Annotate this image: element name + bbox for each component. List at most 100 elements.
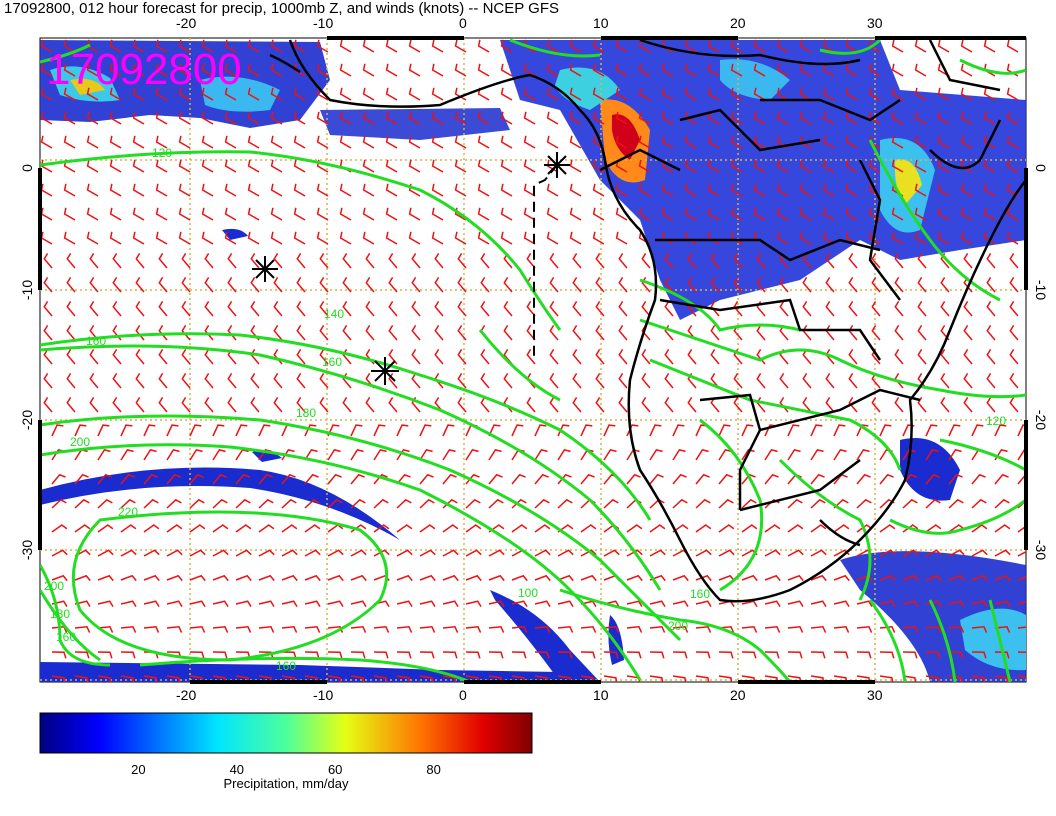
wind-barb: [687, 349, 697, 365]
wind-barb: [572, 277, 582, 293]
wind-barb: [848, 397, 858, 413]
wind-barb: [1006, 87, 1019, 101]
wind-barb: [638, 135, 651, 149]
wind-barb: [273, 397, 283, 413]
wind-barb: [730, 159, 743, 173]
wind-barb: [626, 651, 642, 659]
wind-barb: [549, 349, 559, 365]
wind-barb: [250, 277, 260, 293]
wind-barb: [411, 277, 421, 293]
wind-barb: [385, 63, 398, 77]
wind-barb: [695, 448, 709, 461]
wind-barb: [914, 183, 927, 197]
wind-barb: [580, 549, 597, 557]
lon-tick-label: -20: [176, 15, 196, 31]
wind-barb: [396, 549, 413, 557]
wind-barb: [365, 253, 375, 269]
wind-barb: [569, 207, 582, 221]
wind-barb: [488, 549, 505, 557]
wind-barb: [270, 207, 283, 221]
wind-barb: [661, 231, 674, 245]
wind-barb: [258, 424, 271, 437]
wind-barb: [442, 498, 458, 509]
wind-barb: [247, 231, 260, 245]
wind-barb: [293, 183, 306, 197]
wind-barb: [764, 600, 781, 607]
wind-barb: [695, 574, 712, 582]
storm-marker-icon: [252, 256, 278, 282]
wind-barb: [879, 424, 892, 437]
lat-tick-label: -30: [1033, 540, 1049, 560]
wind-barb: [626, 574, 643, 582]
wind-barb: [189, 600, 206, 607]
wind-barb: [132, 135, 145, 149]
wind-barb: [595, 349, 605, 365]
wind-barb: [733, 277, 743, 293]
wind-barb: [764, 473, 779, 485]
wind-barb: [986, 325, 996, 341]
wind-barb: [224, 135, 237, 149]
wind-barb: [40, 39, 53, 53]
wind-barb: [339, 39, 352, 53]
wind-barb: [373, 651, 389, 659]
wind-barb: [327, 448, 341, 461]
wind-barb: [296, 301, 306, 317]
wind-barb: [971, 498, 987, 509]
wind-barb: [733, 397, 743, 413]
wind-barb: [465, 549, 482, 557]
wind-barb: [661, 63, 674, 77]
wind-barb: [661, 207, 674, 221]
colorbar-title: Precipitation, mm/day: [223, 776, 349, 791]
wind-barb: [776, 207, 789, 221]
wind-barb: [396, 625, 413, 633]
lat-tick-label: -10: [19, 280, 35, 300]
wind-barb: [201, 231, 214, 245]
wind-barb: [480, 277, 490, 293]
wind-barb: [549, 397, 559, 413]
wind-barb: [235, 574, 252, 582]
wind-barb: [273, 277, 283, 293]
wind-barb: [891, 135, 904, 149]
wind-barb: [396, 651, 412, 659]
wind-barb: [661, 183, 674, 197]
wind-barb: [135, 301, 145, 317]
wind-barb: [281, 549, 298, 557]
wind-barb: [948, 448, 962, 461]
wind-barb: [396, 675, 411, 682]
wind-barb: [43, 349, 53, 365]
wind-barb: [212, 448, 226, 461]
wind-barb: [316, 207, 329, 221]
wind-barb: [66, 277, 76, 293]
wind-barb: [960, 39, 973, 53]
wind-barb: [465, 651, 481, 659]
wind-barb: [503, 277, 513, 293]
wind-barb: [454, 39, 467, 53]
lon-tick-label: 10: [593, 15, 609, 31]
wind-barb: [132, 183, 145, 197]
contour-label: 220: [118, 505, 138, 519]
wind-barb: [258, 625, 275, 633]
wind-barb: [388, 301, 398, 317]
wind-barb: [753, 159, 766, 173]
wind-barb: [500, 135, 513, 149]
wind-barb: [143, 574, 160, 582]
wind-barb: [718, 625, 735, 633]
wind-barb: [97, 549, 114, 557]
wind-barb: [848, 373, 858, 389]
lon-tick-label: 20: [730, 687, 746, 703]
wind-barb: [994, 600, 1011, 607]
wind-barb: [983, 159, 996, 173]
wind-barb: [868, 87, 881, 101]
wind-barb: [569, 63, 582, 77]
wind-barb: [756, 277, 766, 293]
wind-barb: [802, 277, 812, 293]
wind-barb: [894, 253, 904, 269]
wind-barb: [477, 39, 490, 53]
wind-barb: [442, 473, 457, 485]
wind-barb: [181, 253, 191, 269]
wind-barb: [572, 301, 582, 317]
wind-barb: [615, 63, 628, 77]
wind-barb: [339, 183, 352, 197]
wind-barb: [212, 498, 228, 509]
wind-barb: [1017, 424, 1026, 437]
